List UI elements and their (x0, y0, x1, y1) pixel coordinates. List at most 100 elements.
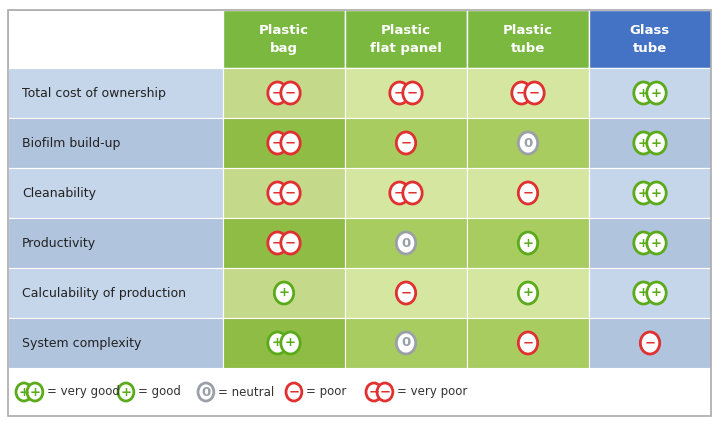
Bar (223, 168, 345, 218)
Text: −: − (379, 385, 390, 399)
Text: Biofilm build-up: Biofilm build-up (22, 136, 120, 150)
Text: −: − (285, 87, 296, 99)
Text: −: − (400, 136, 412, 150)
Text: −: − (407, 186, 418, 199)
Bar (589, 318, 711, 368)
Ellipse shape (281, 82, 300, 104)
Ellipse shape (396, 282, 415, 304)
Ellipse shape (396, 232, 415, 254)
Bar (8, 118, 223, 168)
Text: +: + (638, 87, 649, 99)
Text: = poor: = poor (306, 385, 346, 399)
Bar (589, 68, 711, 118)
Ellipse shape (647, 182, 666, 204)
Bar (345, 168, 467, 218)
Ellipse shape (268, 232, 287, 254)
Ellipse shape (390, 182, 409, 204)
Text: +: + (651, 286, 662, 300)
Bar (223, 10, 345, 68)
Bar (8, 168, 223, 218)
Text: Total cost of ownership: Total cost of ownership (22, 87, 166, 99)
Bar (8, 318, 223, 368)
Text: 0: 0 (401, 337, 410, 349)
Bar (345, 268, 467, 318)
Text: +: + (523, 237, 534, 250)
Ellipse shape (402, 182, 422, 204)
Ellipse shape (366, 383, 382, 401)
Ellipse shape (268, 82, 287, 104)
Text: System complexity: System complexity (22, 337, 141, 349)
Text: −: − (400, 286, 412, 300)
Text: −: − (644, 337, 656, 349)
Bar (467, 218, 589, 268)
Ellipse shape (281, 232, 300, 254)
Text: +: + (285, 337, 296, 349)
Bar (467, 318, 589, 368)
Bar (467, 118, 589, 168)
Bar (223, 118, 345, 168)
Ellipse shape (640, 332, 660, 354)
Ellipse shape (281, 332, 300, 354)
Bar (8, 368, 711, 416)
Text: +: + (279, 286, 289, 300)
Text: = neutral: = neutral (218, 385, 274, 399)
Text: 0: 0 (401, 237, 410, 250)
Bar (223, 68, 345, 118)
Text: +: + (638, 286, 649, 300)
Bar (467, 168, 589, 218)
Text: +: + (638, 186, 649, 199)
Text: −: − (369, 385, 379, 399)
Ellipse shape (647, 232, 666, 254)
Bar (589, 168, 711, 218)
Bar (345, 318, 467, 368)
Text: Glass
tube: Glass tube (630, 24, 670, 55)
Ellipse shape (518, 132, 538, 154)
Text: −: − (272, 136, 283, 150)
Text: −: − (394, 186, 405, 199)
Ellipse shape (518, 182, 538, 204)
Ellipse shape (634, 82, 653, 104)
Ellipse shape (16, 383, 32, 401)
Text: 0: 0 (202, 385, 210, 399)
Text: Productivity: Productivity (22, 237, 96, 250)
Text: +: + (638, 237, 649, 250)
Ellipse shape (281, 132, 300, 154)
Ellipse shape (518, 232, 538, 254)
Text: 0: 0 (523, 136, 533, 150)
Text: +: + (272, 337, 283, 349)
Text: −: − (523, 186, 534, 199)
Ellipse shape (268, 332, 287, 354)
Ellipse shape (268, 132, 287, 154)
Ellipse shape (118, 383, 134, 401)
Ellipse shape (512, 82, 531, 104)
Text: −: − (529, 87, 540, 99)
Bar (345, 10, 467, 68)
Text: +: + (30, 385, 40, 399)
Text: Calculability of production: Calculability of production (22, 286, 186, 300)
Ellipse shape (396, 332, 415, 354)
Text: −: − (285, 186, 296, 199)
Text: −: − (272, 186, 283, 199)
Ellipse shape (27, 383, 43, 401)
Ellipse shape (390, 82, 409, 104)
Ellipse shape (274, 282, 294, 304)
Ellipse shape (198, 383, 214, 401)
Ellipse shape (518, 282, 538, 304)
Bar (223, 318, 345, 368)
Ellipse shape (286, 383, 302, 401)
Ellipse shape (647, 282, 666, 304)
Text: Plastic
bag: Plastic bag (259, 24, 309, 55)
Bar (589, 118, 711, 168)
Text: Plastic
flat panel: Plastic flat panel (370, 24, 442, 55)
Bar (223, 268, 345, 318)
Bar (467, 268, 589, 318)
Ellipse shape (377, 383, 393, 401)
Text: −: − (272, 87, 283, 99)
Text: +: + (523, 286, 534, 300)
Bar (589, 10, 711, 68)
Text: −: − (285, 136, 296, 150)
Bar (345, 68, 467, 118)
Text: +: + (638, 136, 649, 150)
Text: −: − (407, 87, 418, 99)
Text: = very poor: = very poor (397, 385, 467, 399)
